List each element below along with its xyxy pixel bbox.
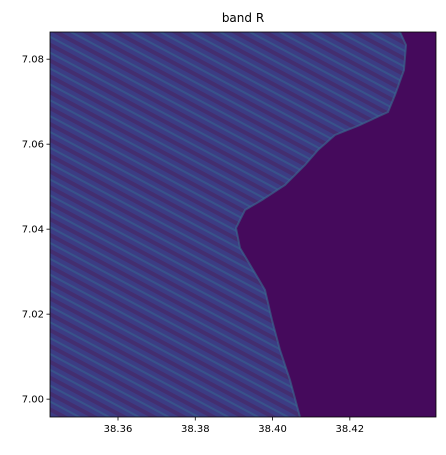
land xyxy=(50,32,406,417)
y-tick-label: 7.06 xyxy=(22,140,44,151)
x-tick-label: 38.38 xyxy=(181,424,210,435)
x-tick-label: 38.40 xyxy=(258,424,287,435)
chart-title: band R xyxy=(222,11,264,25)
y-tick-label: 7.04 xyxy=(22,225,44,236)
x-tick-label: 38.36 xyxy=(104,424,133,435)
coast-glow xyxy=(234,32,408,417)
image xyxy=(50,32,436,417)
axes-frame xyxy=(49,31,437,418)
x-tick-label: 38.42 xyxy=(336,424,365,435)
y-tick-label: 7.00 xyxy=(22,395,44,406)
y-tick-label: 7.08 xyxy=(22,55,44,66)
y-tick-label: 7.02 xyxy=(22,310,44,321)
